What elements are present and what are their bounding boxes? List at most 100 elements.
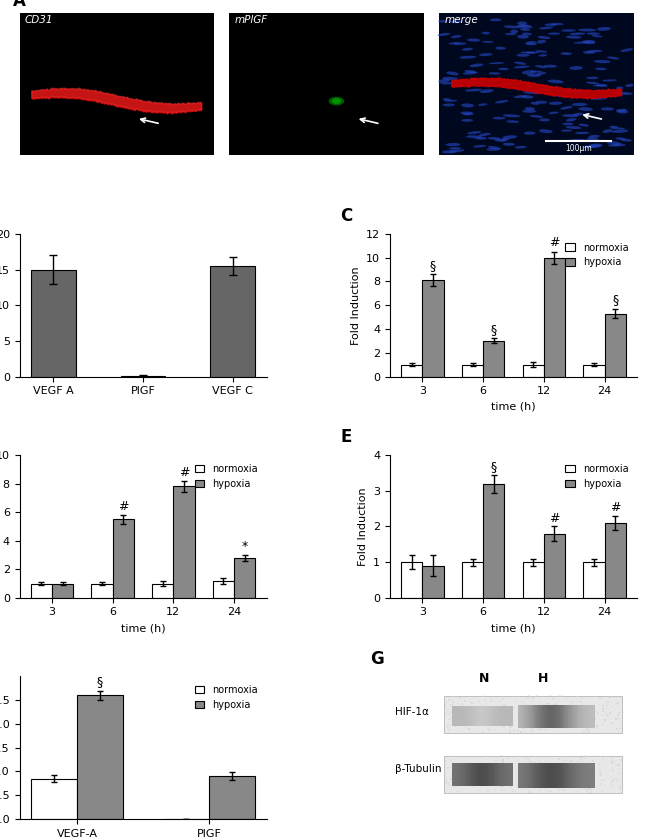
- Bar: [549, 766, 551, 768]
- Bar: [486, 777, 489, 779]
- Bar: [582, 705, 584, 727]
- Bar: [526, 697, 529, 699]
- Bar: [604, 721, 606, 722]
- Ellipse shape: [447, 71, 459, 76]
- Bar: [566, 764, 567, 788]
- Bar: [422, 281, 444, 376]
- Bar: [558, 705, 560, 706]
- Bar: [545, 789, 547, 790]
- Bar: [450, 786, 452, 788]
- Bar: [502, 764, 504, 786]
- Bar: [584, 764, 586, 788]
- Bar: [540, 788, 541, 790]
- Bar: [601, 711, 604, 712]
- Bar: [469, 706, 471, 727]
- Bar: [445, 696, 622, 733]
- Bar: [213, 580, 234, 598]
- Bar: [554, 722, 556, 723]
- Bar: [487, 773, 489, 774]
- Bar: [610, 769, 612, 770]
- Ellipse shape: [480, 89, 494, 93]
- Bar: [450, 711, 452, 713]
- Bar: [610, 712, 612, 714]
- Bar: [482, 706, 484, 727]
- Ellipse shape: [510, 29, 518, 34]
- Bar: [520, 711, 522, 712]
- Bar: [499, 781, 501, 783]
- Ellipse shape: [566, 126, 582, 129]
- Bar: [456, 769, 458, 771]
- Bar: [545, 705, 547, 727]
- Polygon shape: [32, 89, 202, 114]
- Text: §: §: [491, 459, 497, 473]
- Ellipse shape: [461, 103, 474, 108]
- Bar: [450, 779, 452, 780]
- Bar: [446, 711, 448, 713]
- Bar: [447, 709, 448, 711]
- Bar: [491, 706, 493, 727]
- Bar: [619, 768, 621, 769]
- Bar: [582, 764, 584, 788]
- Bar: [559, 764, 561, 788]
- Bar: [495, 714, 497, 716]
- Bar: [580, 701, 582, 703]
- Bar: [612, 757, 614, 759]
- Ellipse shape: [530, 71, 543, 73]
- Ellipse shape: [498, 68, 509, 71]
- Bar: [589, 705, 591, 727]
- Bar: [578, 790, 580, 791]
- Ellipse shape: [609, 126, 618, 129]
- Bar: [502, 785, 504, 786]
- Bar: [528, 707, 530, 709]
- Bar: [464, 779, 466, 780]
- Ellipse shape: [566, 118, 577, 122]
- Bar: [528, 780, 530, 781]
- Text: merge: merge: [445, 14, 478, 24]
- Bar: [476, 727, 478, 729]
- Bar: [528, 721, 530, 722]
- Bar: [52, 584, 73, 598]
- Bar: [583, 705, 585, 727]
- Bar: [606, 774, 608, 775]
- Bar: [541, 778, 543, 780]
- Bar: [445, 706, 447, 708]
- Bar: [547, 764, 549, 788]
- Bar: [451, 700, 453, 701]
- Bar: [474, 764, 476, 786]
- Bar: [603, 715, 605, 717]
- Ellipse shape: [525, 108, 535, 110]
- Bar: [549, 767, 551, 769]
- Bar: [480, 783, 482, 785]
- Bar: [584, 773, 586, 774]
- Bar: [599, 772, 601, 774]
- Bar: [482, 731, 484, 733]
- Bar: [492, 723, 494, 725]
- Bar: [552, 699, 554, 701]
- Bar: [529, 771, 532, 773]
- Bar: [588, 707, 590, 709]
- Ellipse shape: [514, 66, 530, 68]
- Bar: [456, 763, 458, 764]
- Bar: [578, 705, 580, 727]
- Ellipse shape: [611, 129, 629, 133]
- Bar: [511, 706, 513, 727]
- Bar: [556, 705, 558, 727]
- Bar: [568, 774, 571, 776]
- Bar: [592, 721, 594, 722]
- Bar: [563, 782, 565, 784]
- Ellipse shape: [594, 60, 610, 63]
- Bar: [583, 562, 605, 598]
- Ellipse shape: [535, 66, 547, 68]
- Ellipse shape: [522, 71, 536, 75]
- Bar: [557, 712, 559, 714]
- Bar: [545, 705, 547, 727]
- Bar: [564, 769, 566, 770]
- Bar: [450, 778, 452, 780]
- Bar: [562, 725, 564, 727]
- Bar: [614, 709, 616, 711]
- Ellipse shape: [502, 114, 520, 118]
- Text: §: §: [430, 259, 436, 272]
- Bar: [567, 785, 569, 786]
- Bar: [532, 717, 534, 718]
- Bar: [533, 765, 535, 767]
